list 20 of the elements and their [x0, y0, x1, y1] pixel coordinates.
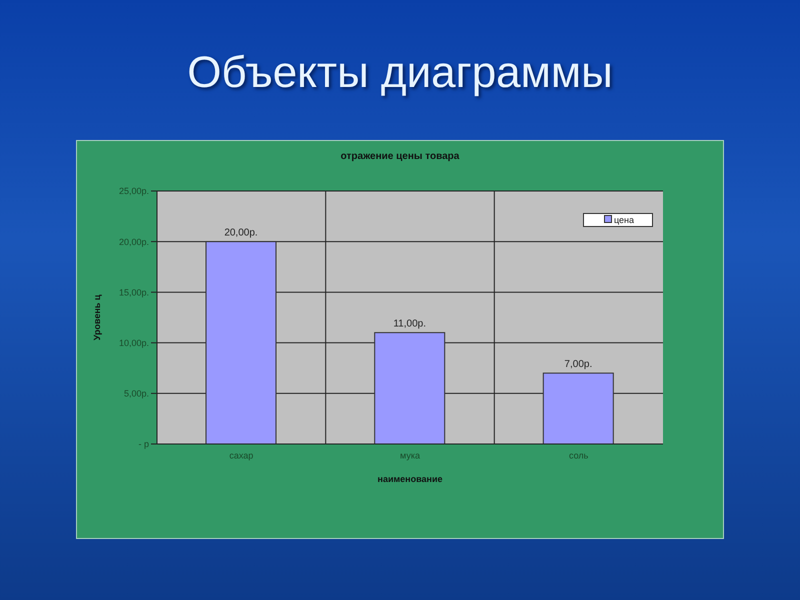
y-tick-label: 10,00р. — [118, 338, 149, 348]
x-tick-label: мука — [400, 450, 420, 460]
x-axis-title: наименование — [378, 474, 442, 484]
data-label: 20,00р. — [224, 228, 258, 239]
y-tick-label: 15,00р. — [118, 287, 149, 298]
bar — [374, 332, 446, 444]
bar — [206, 241, 276, 444]
y-tick-label: 5,00р. — [124, 388, 149, 399]
data-label: 11,00р. — [393, 318, 426, 330]
chart-title: Объекты диаграммы — [186, 48, 614, 98]
legend-label: цена — [612, 215, 634, 225]
y-tick-label: 25,00р. — [118, 186, 149, 196]
data-label: 7,00р. — [564, 359, 592, 370]
y-axis-title: Уровень ц — [92, 294, 102, 340]
y-tick-label: - р — [138, 439, 149, 450]
x-tick-label: сахар — [229, 450, 254, 460]
bar — [542, 372, 614, 444]
y-tick-label: 20,00р. — [118, 236, 149, 247]
x-tick-label: соль — [568, 450, 589, 460]
chart-subtitle: отражение цены товара — [340, 151, 460, 162]
